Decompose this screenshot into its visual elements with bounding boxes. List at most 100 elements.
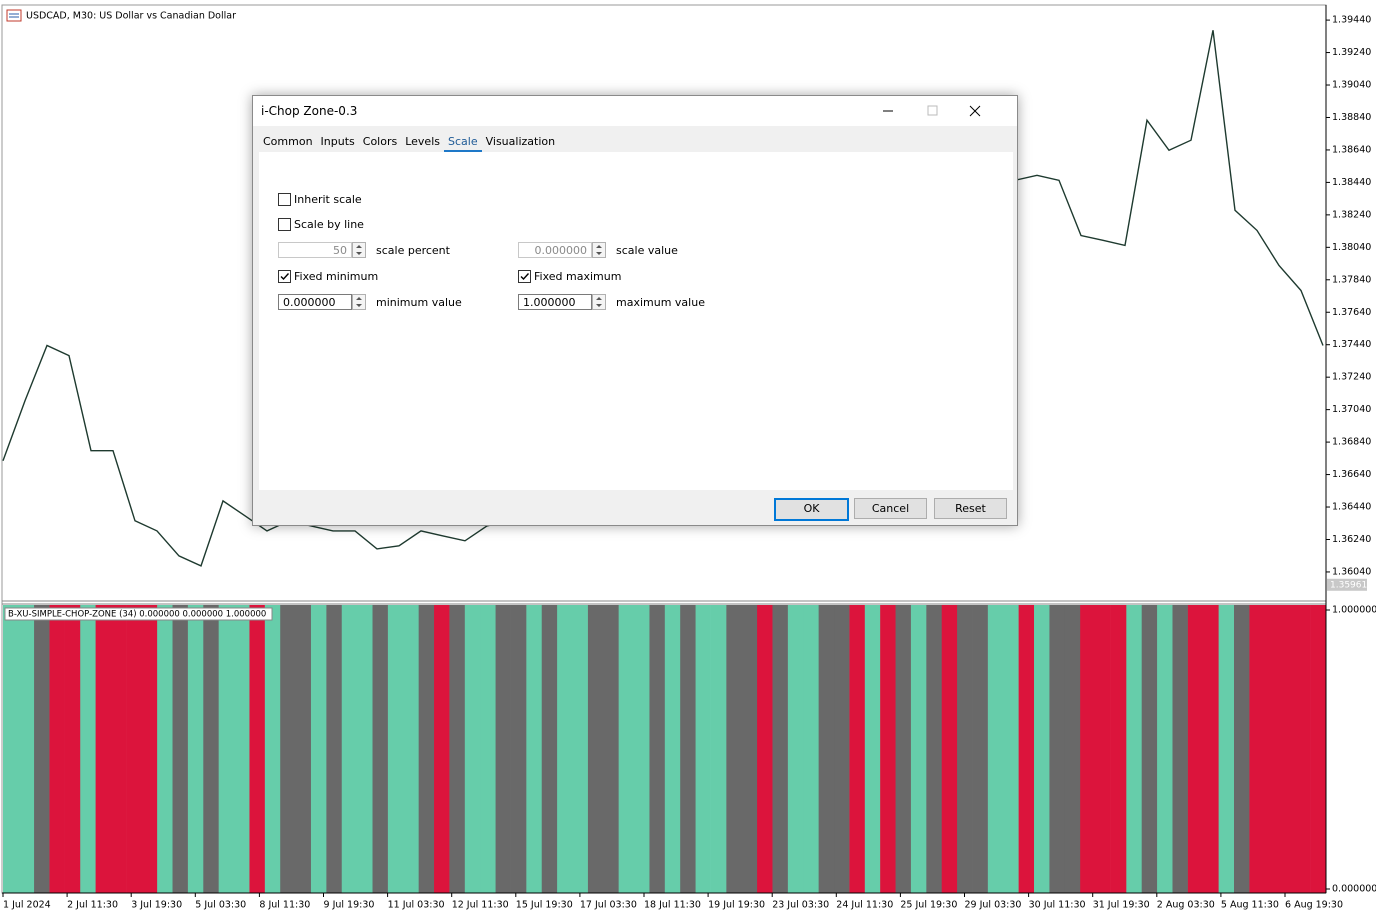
chop-zone-bar bbox=[879, 605, 896, 893]
chop-zone-bar bbox=[1095, 605, 1111, 893]
checkbox-row: Inherit scale bbox=[278, 190, 362, 208]
chop-zone-bar bbox=[895, 605, 911, 893]
dialog: i-Chop Zone-0.3 Common Inputs Colors Levels… bbox=[252, 95, 1018, 526]
chop-zone-bar bbox=[572, 605, 588, 893]
chop-zone-bar bbox=[679, 605, 696, 893]
checkbox-label: Scale by line bbox=[294, 217, 364, 231]
x-tick-label: 8 Jul 11:30 bbox=[259, 900, 310, 911]
chop-zone-bar bbox=[387, 605, 404, 893]
ok-button[interactable]: OK bbox=[774, 498, 849, 521]
chop-zone-bar bbox=[126, 605, 142, 893]
chop-zone-bar bbox=[464, 605, 481, 893]
spin-button bbox=[352, 242, 366, 258]
checkbox-row: Scale by line bbox=[278, 215, 364, 233]
window-controls[interactable] bbox=[877, 96, 1017, 126]
chop-zone-bar bbox=[479, 605, 496, 893]
indicator-label-box bbox=[4, 607, 273, 621]
cancel-button[interactable]: Cancel bbox=[854, 498, 927, 519]
chop-zone-bar bbox=[249, 605, 265, 893]
dialog-title: i-Chop Zone-0.3 bbox=[261, 104, 358, 118]
tab[interactable]: Visualization bbox=[485, 135, 556, 148]
chop-zone-bar bbox=[141, 605, 158, 893]
field-row: 0.000000 scale value bbox=[518, 241, 678, 259]
chop-zone-bar bbox=[295, 605, 311, 893]
chop-zone-bar bbox=[802, 605, 819, 893]
tab[interactable]: Colors bbox=[362, 135, 398, 148]
chop-zone-bar bbox=[1218, 605, 1234, 893]
chop-zone-bar bbox=[695, 605, 711, 893]
chop-zone-bar bbox=[926, 605, 942, 893]
tab-bar: Common Inputs Colors Levels Scale Visualizati… bbox=[259, 128, 559, 152]
chop-zone-bar bbox=[1126, 605, 1142, 893]
chop-zone-bar bbox=[233, 605, 250, 893]
y-tick-label: 1.36240 bbox=[1332, 534, 1371, 545]
y-tick-label: 1.36440 bbox=[1332, 502, 1371, 513]
chop-zone-bar bbox=[1187, 605, 1204, 893]
checkbox[interactable] bbox=[278, 269, 291, 283]
chop-zone-bar bbox=[1202, 605, 1219, 893]
chop-zone-bar bbox=[156, 605, 173, 893]
reset-button[interactable]: Reset bbox=[934, 498, 1007, 519]
chop-zone-bar bbox=[664, 605, 681, 893]
chop-zone-bar bbox=[1049, 605, 1065, 893]
chop-zone-bar bbox=[449, 605, 465, 893]
indicator-label: B-XU-SIMPLE-CHOP-ZONE (34) 0.000000 0.00… bbox=[8, 610, 266, 620]
field-row: 1.000000 maximum value bbox=[518, 293, 705, 311]
tab[interactable]: Common bbox=[263, 135, 313, 148]
spin-button[interactable] bbox=[352, 294, 366, 310]
chop-zone-bar bbox=[618, 605, 635, 893]
y-tick-label: 1.38440 bbox=[1332, 177, 1371, 188]
x-tick-label: 18 Jul 11:30 bbox=[644, 900, 701, 911]
y-tick-label: 1.000000 bbox=[1332, 605, 1376, 616]
chop-zone-bar bbox=[1064, 605, 1081, 893]
chop-zone-bar bbox=[279, 605, 296, 893]
field-label: scale percent bbox=[376, 243, 450, 257]
x-tick-label: 2 Aug 03:30 bbox=[1157, 900, 1215, 911]
tab[interactable]: Scale bbox=[444, 128, 482, 152]
symbol-icon bbox=[6, 9, 22, 22]
chop-zone-bar bbox=[64, 605, 81, 893]
y-tick-label: 1.38040 bbox=[1332, 242, 1371, 253]
chop-zone-bar bbox=[356, 605, 373, 893]
x-tick-label: 31 Jul 19:30 bbox=[1093, 900, 1150, 911]
x-tick-label: 9 Jul 19:30 bbox=[324, 900, 375, 911]
y-tick-label: 1.37040 bbox=[1332, 404, 1371, 415]
checkbox[interactable] bbox=[518, 269, 531, 283]
checkbox[interactable] bbox=[278, 192, 291, 206]
tab[interactable]: Levels bbox=[405, 135, 440, 148]
x-tick-label: 29 Jul 03:30 bbox=[965, 900, 1022, 911]
x-tick-label: 23 Jul 03:30 bbox=[772, 900, 829, 911]
chop-zone-bar bbox=[741, 605, 758, 893]
check-mark bbox=[520, 272, 530, 280]
spin-button[interactable] bbox=[592, 294, 606, 310]
x-tick-label: 15 Jul 19:30 bbox=[516, 900, 573, 911]
chop-zone-bar bbox=[818, 605, 835, 893]
field-label: minimum value bbox=[376, 295, 462, 309]
chop-zone-bar bbox=[633, 605, 650, 893]
chop-zone-bar bbox=[1310, 605, 1327, 893]
text-field[interactable]: 0.000000 bbox=[278, 294, 352, 310]
chop-zone-bar bbox=[1110, 605, 1127, 893]
chop-zone-bar bbox=[649, 605, 665, 893]
chop-zone-bar bbox=[218, 605, 235, 893]
text-field[interactable]: 1.000000 bbox=[518, 294, 592, 310]
chop-zone-bar bbox=[972, 605, 988, 893]
chop-zone-bar bbox=[79, 605, 96, 893]
chop-zone-bar bbox=[510, 605, 527, 893]
x-tick-label: 30 Jul 11:30 bbox=[1029, 900, 1086, 911]
chop-zone-bar bbox=[587, 605, 604, 893]
tab[interactable]: Inputs bbox=[320, 135, 355, 148]
x-tick-label: 19 Jul 19:30 bbox=[708, 900, 765, 911]
checkbox[interactable] bbox=[278, 217, 291, 231]
chop-zone-bar bbox=[3, 605, 19, 893]
chop-zone-bar bbox=[402, 605, 419, 893]
y-tick-label: 1.39040 bbox=[1332, 80, 1371, 91]
x-tick-label: 5 Jul 03:30 bbox=[195, 900, 246, 911]
chop-zone-bar bbox=[95, 605, 111, 893]
text-field: 0.000000 bbox=[518, 242, 592, 258]
checkbox-label: Fixed minimum bbox=[294, 269, 379, 283]
y-tick-label: 1.37840 bbox=[1332, 274, 1371, 285]
chop-zone-bar bbox=[418, 605, 435, 893]
x-tick-label: 1 Jul 2024 bbox=[3, 900, 51, 911]
